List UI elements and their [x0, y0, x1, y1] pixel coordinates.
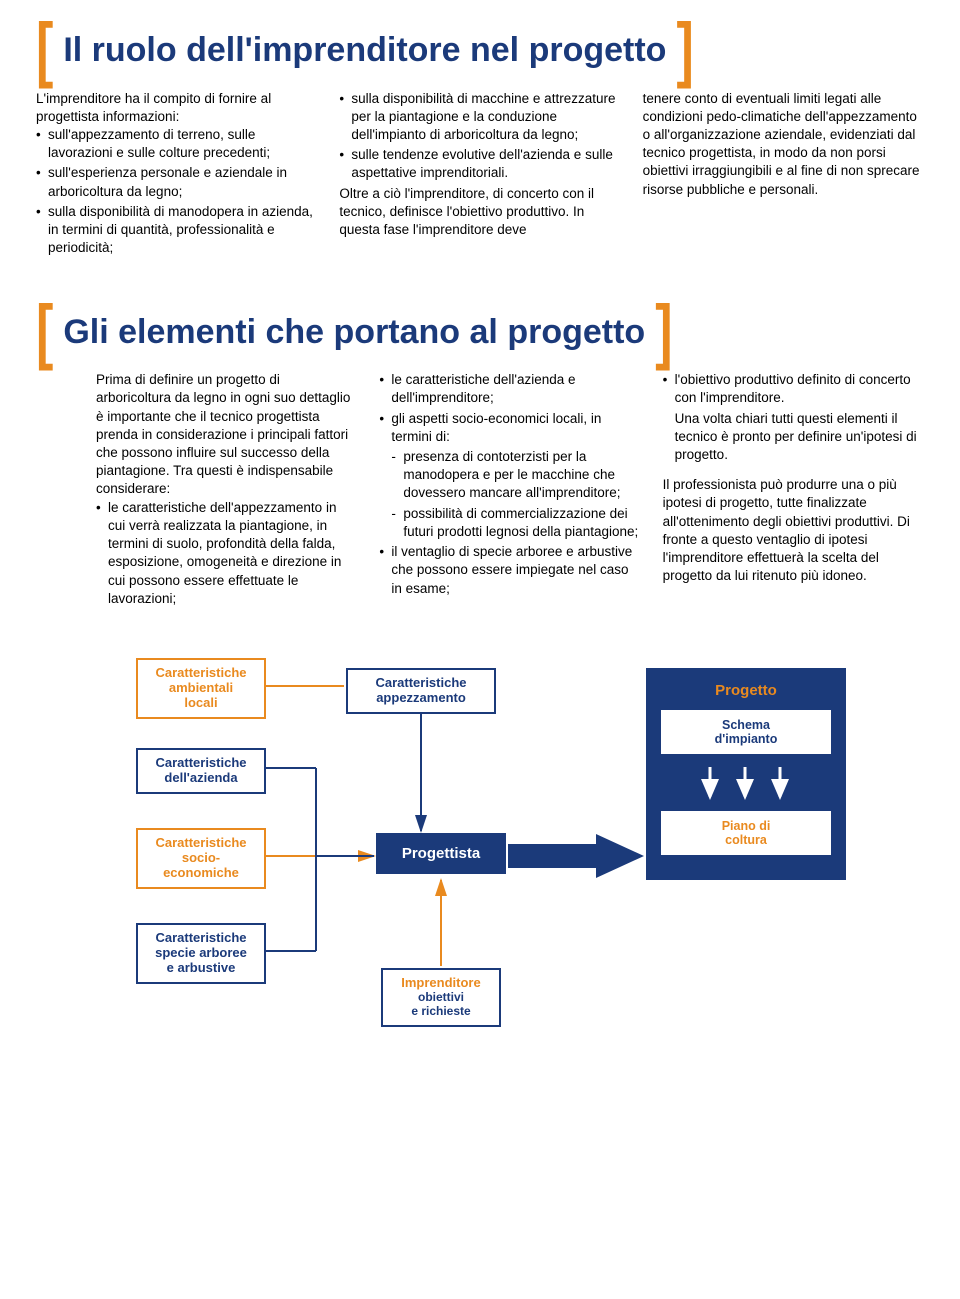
- list-item: le caratteristiche dell'azienda e dell'i…: [379, 371, 640, 407]
- col3-p1: Una volta chiari tutti questi elementi i…: [663, 410, 924, 465]
- bracket-right-icon: ]: [676, 22, 693, 80]
- col2-tail: Oltre a ciò l'imprenditore, di concerto …: [339, 185, 620, 240]
- col2-list: le caratteristiche dell'azienda e dell'i…: [379, 371, 640, 446]
- diagram-input-box: Caratteristichespecie arboreee arbustive: [136, 923, 266, 984]
- imprenditore-title: Imprenditore: [393, 976, 489, 991]
- section2-col1: Prima di definire un progetto di arboric…: [96, 371, 357, 610]
- section1-heading: [ Il ruolo dell'imprenditore nel progett…: [36, 30, 924, 72]
- list-item: presenza di contoterzisti per la manodop…: [391, 448, 640, 503]
- section2-heading: [ Gli elementi che portano al progetto ]: [36, 312, 924, 354]
- list-item: possibilità di commercializzazione dei f…: [391, 505, 640, 541]
- list-item: sull'appezzamento di terreno, sulle lavo…: [36, 126, 317, 162]
- bracket-left-icon: [: [36, 303, 53, 361]
- list-item: l'obiettivo produttivo definito di conce…: [663, 371, 924, 407]
- col1-intro: L'imprenditore ha il compito di fornire …: [36, 90, 317, 126]
- down-arrows-icon: [660, 765, 830, 805]
- col1-list: sull'appezzamento di terreno, sulle lavo…: [36, 126, 317, 258]
- flow-diagram: Caratteristicheambientalilocali Caratteri…: [36, 658, 924, 1048]
- list-item: sulla disponibilità di manodopera in azi…: [36, 203, 317, 258]
- section1-columns: L'imprenditore ha il compito di fornire …: [36, 90, 924, 260]
- list-item: il ventaglio di specie arboree e arbusti…: [379, 543, 640, 598]
- schema-box: Schemad'impianto: [660, 709, 832, 755]
- diagram-input-box: Caratteristicheappezzamento: [346, 668, 496, 714]
- progetto-panel: Progetto Schemad'impianto Piano dicoltur…: [646, 668, 846, 880]
- section1-title: Il ruolo dell'imprenditore nel progetto: [53, 31, 676, 70]
- section1-col1: L'imprenditore ha il compito di fornire …: [36, 90, 317, 260]
- list-item: sulle tendenze evolutive dell'azienda e …: [339, 146, 620, 182]
- diagram-input-box: Caratteristichedell'azienda: [136, 748, 266, 794]
- section2-col2: le caratteristiche dell'azienda e dell'i…: [379, 371, 640, 610]
- col3-p2: Il professionista può produrre una o più…: [663, 476, 924, 585]
- col2-list2: il ventaglio di specie arboree e arbusti…: [379, 543, 640, 598]
- bracket-right-icon: ]: [655, 303, 672, 361]
- diagram-input-box: Caratteristichesocio-economiche: [136, 828, 266, 889]
- col3-text: tenere conto di eventuali limiti legati …: [643, 90, 924, 199]
- section2-title: Gli elementi che portano al progetto: [53, 313, 655, 352]
- section2-col3: l'obiettivo produttivo definito di conce…: [663, 371, 924, 610]
- col2-list: sulla disponibilità di macchine e attrez…: [339, 90, 620, 183]
- progetto-title: Progetto: [660, 682, 832, 699]
- bracket-left-icon: [: [36, 22, 53, 80]
- list-item: sull'esperienza personale e aziendale in…: [36, 164, 317, 200]
- node-imprenditore: Imprenditore obiettivie richieste: [381, 968, 501, 1027]
- col2-sublist: presenza di contoterzisti per la manodop…: [379, 448, 640, 541]
- diagram-input-box: Caratteristicheambientalilocali: [136, 658, 266, 719]
- section1-col3: tenere conto di eventuali limiti legati …: [643, 90, 924, 260]
- list-item: sulla disponibilità di macchine e attrez…: [339, 90, 620, 145]
- section2-columns: Prima di definire un progetto di arboric…: [36, 371, 924, 610]
- col1-list: le caratteristiche dell'appezzamento in …: [96, 499, 357, 608]
- piano-box: Piano dicoltura: [660, 810, 832, 856]
- list-item: gli aspetti socio-economici locali, in t…: [379, 410, 640, 446]
- list-item: le caratteristiche dell'appezzamento in …: [96, 499, 357, 608]
- imprenditore-sub: obiettivie richieste: [393, 991, 489, 1019]
- section1-col2: sulla disponibilità di macchine e attrez…: [339, 90, 620, 260]
- col1-intro: Prima di definire un progetto di arboric…: [96, 371, 357, 499]
- node-progettista: Progettista: [376, 833, 506, 874]
- col3-list: l'obiettivo produttivo definito di conce…: [663, 371, 924, 407]
